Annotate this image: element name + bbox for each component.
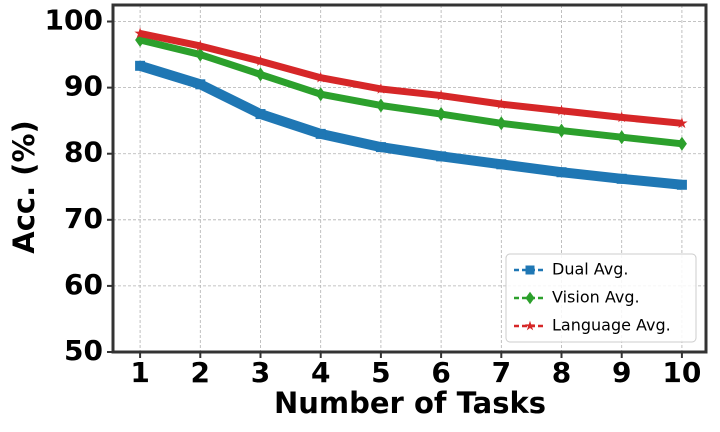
marker bbox=[435, 89, 447, 101]
x-tick-label: 8 bbox=[552, 356, 571, 389]
marker bbox=[315, 87, 326, 102]
marker bbox=[496, 159, 507, 170]
marker bbox=[556, 167, 567, 178]
marker bbox=[195, 79, 206, 90]
marker bbox=[195, 47, 206, 62]
marker bbox=[375, 82, 387, 94]
line bbox=[138, 61, 683, 190]
marker bbox=[524, 320, 536, 331]
legend-label: Vision Avg. bbox=[552, 288, 640, 307]
marker bbox=[616, 173, 627, 184]
marker bbox=[496, 116, 507, 131]
marker bbox=[495, 98, 508, 109]
x-tick-label: 4 bbox=[311, 356, 330, 389]
legend-box bbox=[505, 253, 697, 343]
marker bbox=[616, 111, 628, 123]
x-tick-label: 5 bbox=[371, 356, 390, 389]
marker bbox=[676, 136, 687, 151]
marker bbox=[375, 142, 386, 153]
y-tick-label: 60 bbox=[64, 268, 103, 301]
marker bbox=[194, 39, 207, 51]
x-tick-label: 10 bbox=[662, 356, 701, 389]
y-axis-label: Acc. (%) bbox=[7, 120, 41, 254]
x-tick-label: 3 bbox=[251, 356, 270, 389]
marker bbox=[135, 60, 146, 71]
line bbox=[139, 36, 683, 148]
marker bbox=[255, 67, 266, 82]
marker bbox=[676, 179, 687, 190]
x-axis-label: Number of Tasks bbox=[274, 386, 546, 420]
marker bbox=[616, 130, 627, 145]
x-tick-label: 9 bbox=[612, 356, 631, 389]
marker bbox=[436, 151, 447, 162]
x-tick-label: 6 bbox=[431, 356, 450, 389]
marker bbox=[436, 107, 447, 122]
marker bbox=[525, 265, 535, 275]
marker bbox=[525, 291, 535, 305]
y-tick-label: 50 bbox=[64, 334, 103, 367]
y-tick-label: 70 bbox=[64, 202, 103, 235]
x-tick-label: 7 bbox=[492, 356, 511, 389]
line bbox=[139, 29, 683, 127]
marker bbox=[375, 98, 386, 113]
marker bbox=[555, 104, 568, 116]
y-tick-label: 90 bbox=[64, 70, 103, 103]
marker bbox=[255, 109, 266, 120]
marker bbox=[314, 71, 327, 83]
marker bbox=[556, 123, 567, 138]
y-tick-label: 100 bbox=[45, 4, 103, 37]
x-tick-label: 1 bbox=[130, 356, 149, 389]
marker bbox=[676, 117, 688, 129]
y-tick-label: 80 bbox=[64, 136, 103, 169]
legend-label: Language Avg. bbox=[552, 316, 671, 335]
legend-label: Dual Avg. bbox=[552, 260, 629, 279]
marker bbox=[254, 55, 267, 67]
marker bbox=[134, 27, 146, 39]
x-tick-label: 2 bbox=[191, 356, 210, 389]
marker bbox=[315, 128, 326, 139]
plot-frame bbox=[111, 3, 708, 354]
